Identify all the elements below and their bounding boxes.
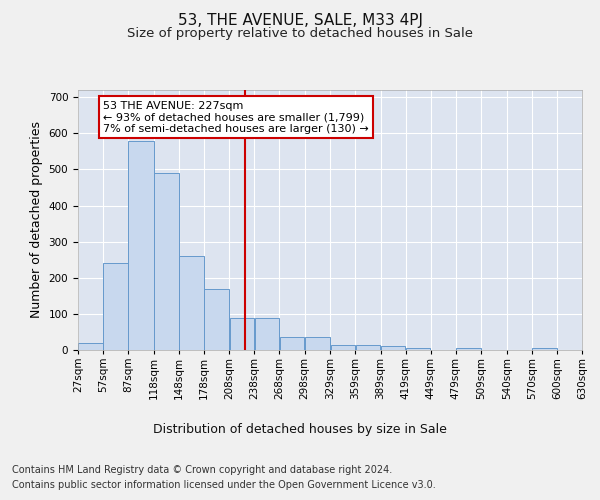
Bar bbox=[205, 288, 229, 350]
Text: 53, THE AVENUE, SALE, M33 4PJ: 53, THE AVENUE, SALE, M33 4PJ bbox=[178, 12, 422, 28]
Text: Size of property relative to detached houses in Sale: Size of property relative to detached ho… bbox=[127, 28, 473, 40]
Bar bbox=[103, 264, 128, 350]
Text: Distribution of detached houses by size in Sale: Distribution of detached houses by size … bbox=[153, 422, 447, 436]
Bar bbox=[280, 338, 304, 350]
Bar bbox=[78, 343, 103, 350]
Bar bbox=[331, 344, 355, 350]
Bar bbox=[381, 346, 406, 350]
Text: 53 THE AVENUE: 227sqm
← 93% of detached houses are smaller (1,799)
7% of semi-de: 53 THE AVENUE: 227sqm ← 93% of detached … bbox=[103, 101, 369, 134]
Y-axis label: Number of detached properties: Number of detached properties bbox=[30, 122, 43, 318]
Bar bbox=[128, 140, 154, 350]
Text: Contains HM Land Registry data © Crown copyright and database right 2024.: Contains HM Land Registry data © Crown c… bbox=[12, 465, 392, 475]
Bar bbox=[456, 348, 481, 350]
Bar bbox=[356, 344, 380, 350]
Bar bbox=[532, 348, 557, 350]
Bar bbox=[254, 318, 279, 350]
Bar bbox=[406, 348, 430, 350]
Bar bbox=[305, 338, 330, 350]
Bar bbox=[154, 173, 179, 350]
Bar bbox=[179, 256, 204, 350]
Text: Contains public sector information licensed under the Open Government Licence v3: Contains public sector information licen… bbox=[12, 480, 436, 490]
Bar bbox=[230, 318, 254, 350]
